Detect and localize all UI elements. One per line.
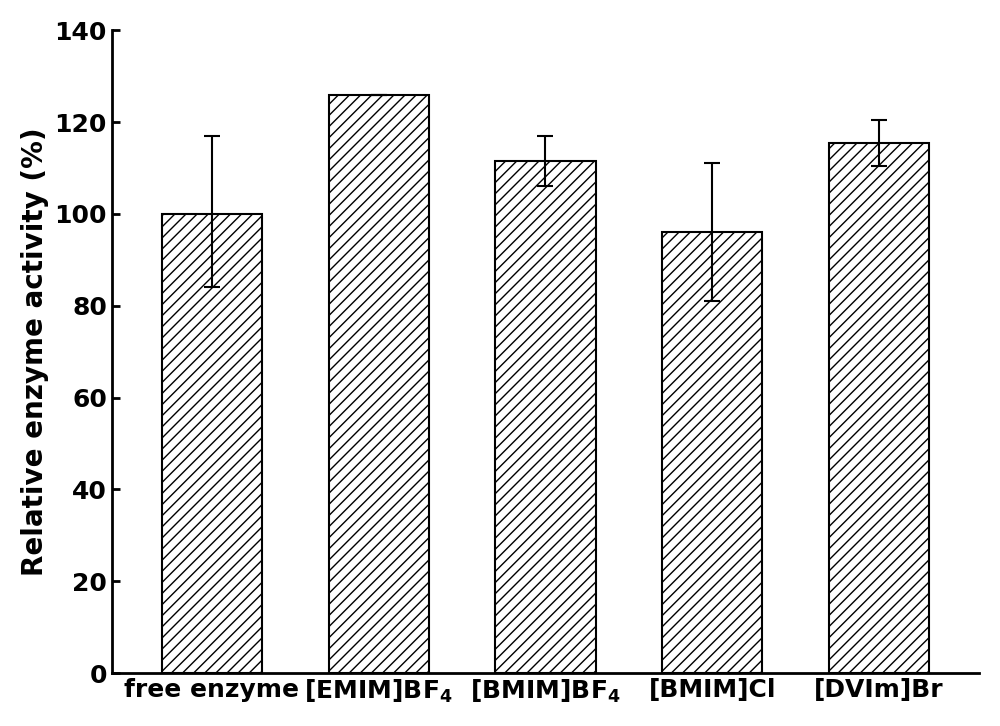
Y-axis label: Relative enzyme activity (%): Relative enzyme activity (%) — [21, 127, 49, 576]
Bar — [662, 232, 762, 673]
Bar — [829, 143, 929, 673]
Bar — [162, 214, 262, 673]
Bar — [495, 161, 596, 673]
Bar — [329, 94, 429, 673]
